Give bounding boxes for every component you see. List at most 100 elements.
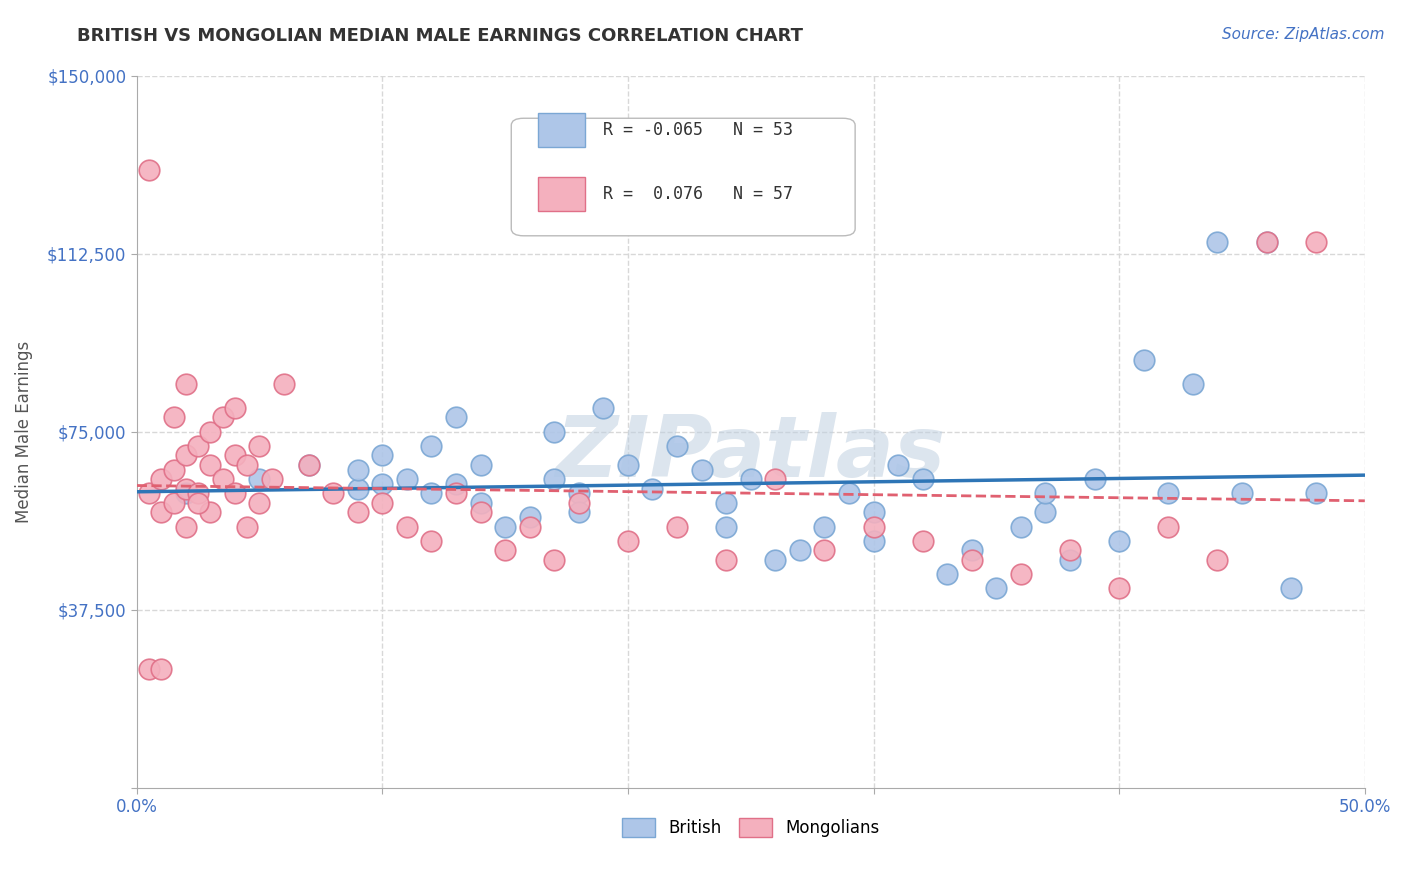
Point	[249, 496, 271, 510]
Point	[420, 533, 443, 548]
Point	[666, 439, 689, 453]
Point	[260, 472, 283, 486]
Point	[1305, 235, 1327, 249]
Point	[150, 505, 173, 519]
Point	[714, 496, 737, 510]
Point	[346, 463, 368, 477]
Point	[224, 486, 246, 500]
Point	[519, 510, 541, 524]
Point	[346, 482, 368, 496]
Point	[519, 519, 541, 533]
Point	[789, 543, 811, 558]
Point	[1035, 486, 1057, 500]
Point	[395, 519, 418, 533]
Point	[568, 486, 591, 500]
Point	[224, 401, 246, 415]
Point	[543, 472, 565, 486]
Point	[174, 486, 197, 500]
Y-axis label: Median Male Earnings: Median Male Earnings	[15, 341, 32, 523]
Point	[666, 519, 689, 533]
Point	[200, 425, 222, 439]
Point	[543, 553, 565, 567]
Point	[543, 425, 565, 439]
Point	[1059, 553, 1081, 567]
Point	[444, 486, 467, 500]
Point	[862, 519, 884, 533]
Point	[763, 553, 786, 567]
Point	[444, 410, 467, 425]
Point	[211, 410, 233, 425]
Point	[1181, 377, 1204, 392]
Point	[371, 496, 394, 510]
Point	[298, 458, 321, 472]
Point	[249, 439, 271, 453]
Point	[494, 543, 516, 558]
Point	[617, 533, 640, 548]
Point	[568, 496, 591, 510]
Bar	[538, 177, 585, 211]
Text: R = -0.065   N = 53: R = -0.065 N = 53	[603, 121, 793, 139]
Point	[174, 482, 197, 496]
Point	[371, 449, 394, 463]
Point	[162, 463, 184, 477]
Point	[1230, 486, 1253, 500]
Point	[138, 662, 160, 676]
Point	[236, 458, 259, 472]
Point	[224, 449, 246, 463]
Point	[911, 472, 934, 486]
Point	[150, 662, 173, 676]
Point	[187, 439, 209, 453]
Point	[470, 496, 492, 510]
Point	[187, 486, 209, 500]
Point	[200, 458, 222, 472]
Point	[420, 439, 443, 453]
Point	[936, 567, 959, 582]
Point	[470, 505, 492, 519]
Point	[714, 519, 737, 533]
Point	[346, 505, 368, 519]
Point	[371, 477, 394, 491]
Point	[494, 519, 516, 533]
Point	[1256, 235, 1278, 249]
Text: BRITISH VS MONGOLIAN MEDIAN MALE EARNINGS CORRELATION CHART: BRITISH VS MONGOLIAN MEDIAN MALE EARNING…	[77, 27, 803, 45]
Point	[960, 553, 983, 567]
Point	[1256, 235, 1278, 249]
Point	[322, 486, 344, 500]
Point	[395, 472, 418, 486]
Point	[1035, 505, 1057, 519]
Point	[138, 163, 160, 178]
Point	[838, 486, 860, 500]
Point	[690, 463, 713, 477]
Point	[236, 519, 259, 533]
Point	[211, 472, 233, 486]
Text: ZIPatlas: ZIPatlas	[555, 411, 946, 494]
Point	[887, 458, 910, 472]
Point	[174, 377, 197, 392]
Text: Source: ZipAtlas.com: Source: ZipAtlas.com	[1222, 27, 1385, 42]
Point	[1157, 519, 1180, 533]
Point	[911, 533, 934, 548]
Point	[150, 472, 173, 486]
Point	[641, 482, 664, 496]
Text: R =  0.076   N = 57: R = 0.076 N = 57	[603, 186, 793, 203]
Point	[1157, 486, 1180, 500]
Point	[1059, 543, 1081, 558]
Point	[1206, 235, 1229, 249]
Bar	[538, 112, 585, 147]
Point	[986, 582, 1008, 596]
Point	[1206, 553, 1229, 567]
Point	[200, 505, 222, 519]
Point	[187, 496, 209, 510]
Point	[1108, 582, 1130, 596]
Point	[763, 472, 786, 486]
Point	[162, 496, 184, 510]
Point	[617, 458, 640, 472]
Point	[813, 543, 835, 558]
Point	[1305, 486, 1327, 500]
Point	[740, 472, 762, 486]
Point	[813, 519, 835, 533]
Point	[862, 505, 884, 519]
Point	[862, 533, 884, 548]
Point	[174, 449, 197, 463]
Point	[568, 505, 591, 519]
